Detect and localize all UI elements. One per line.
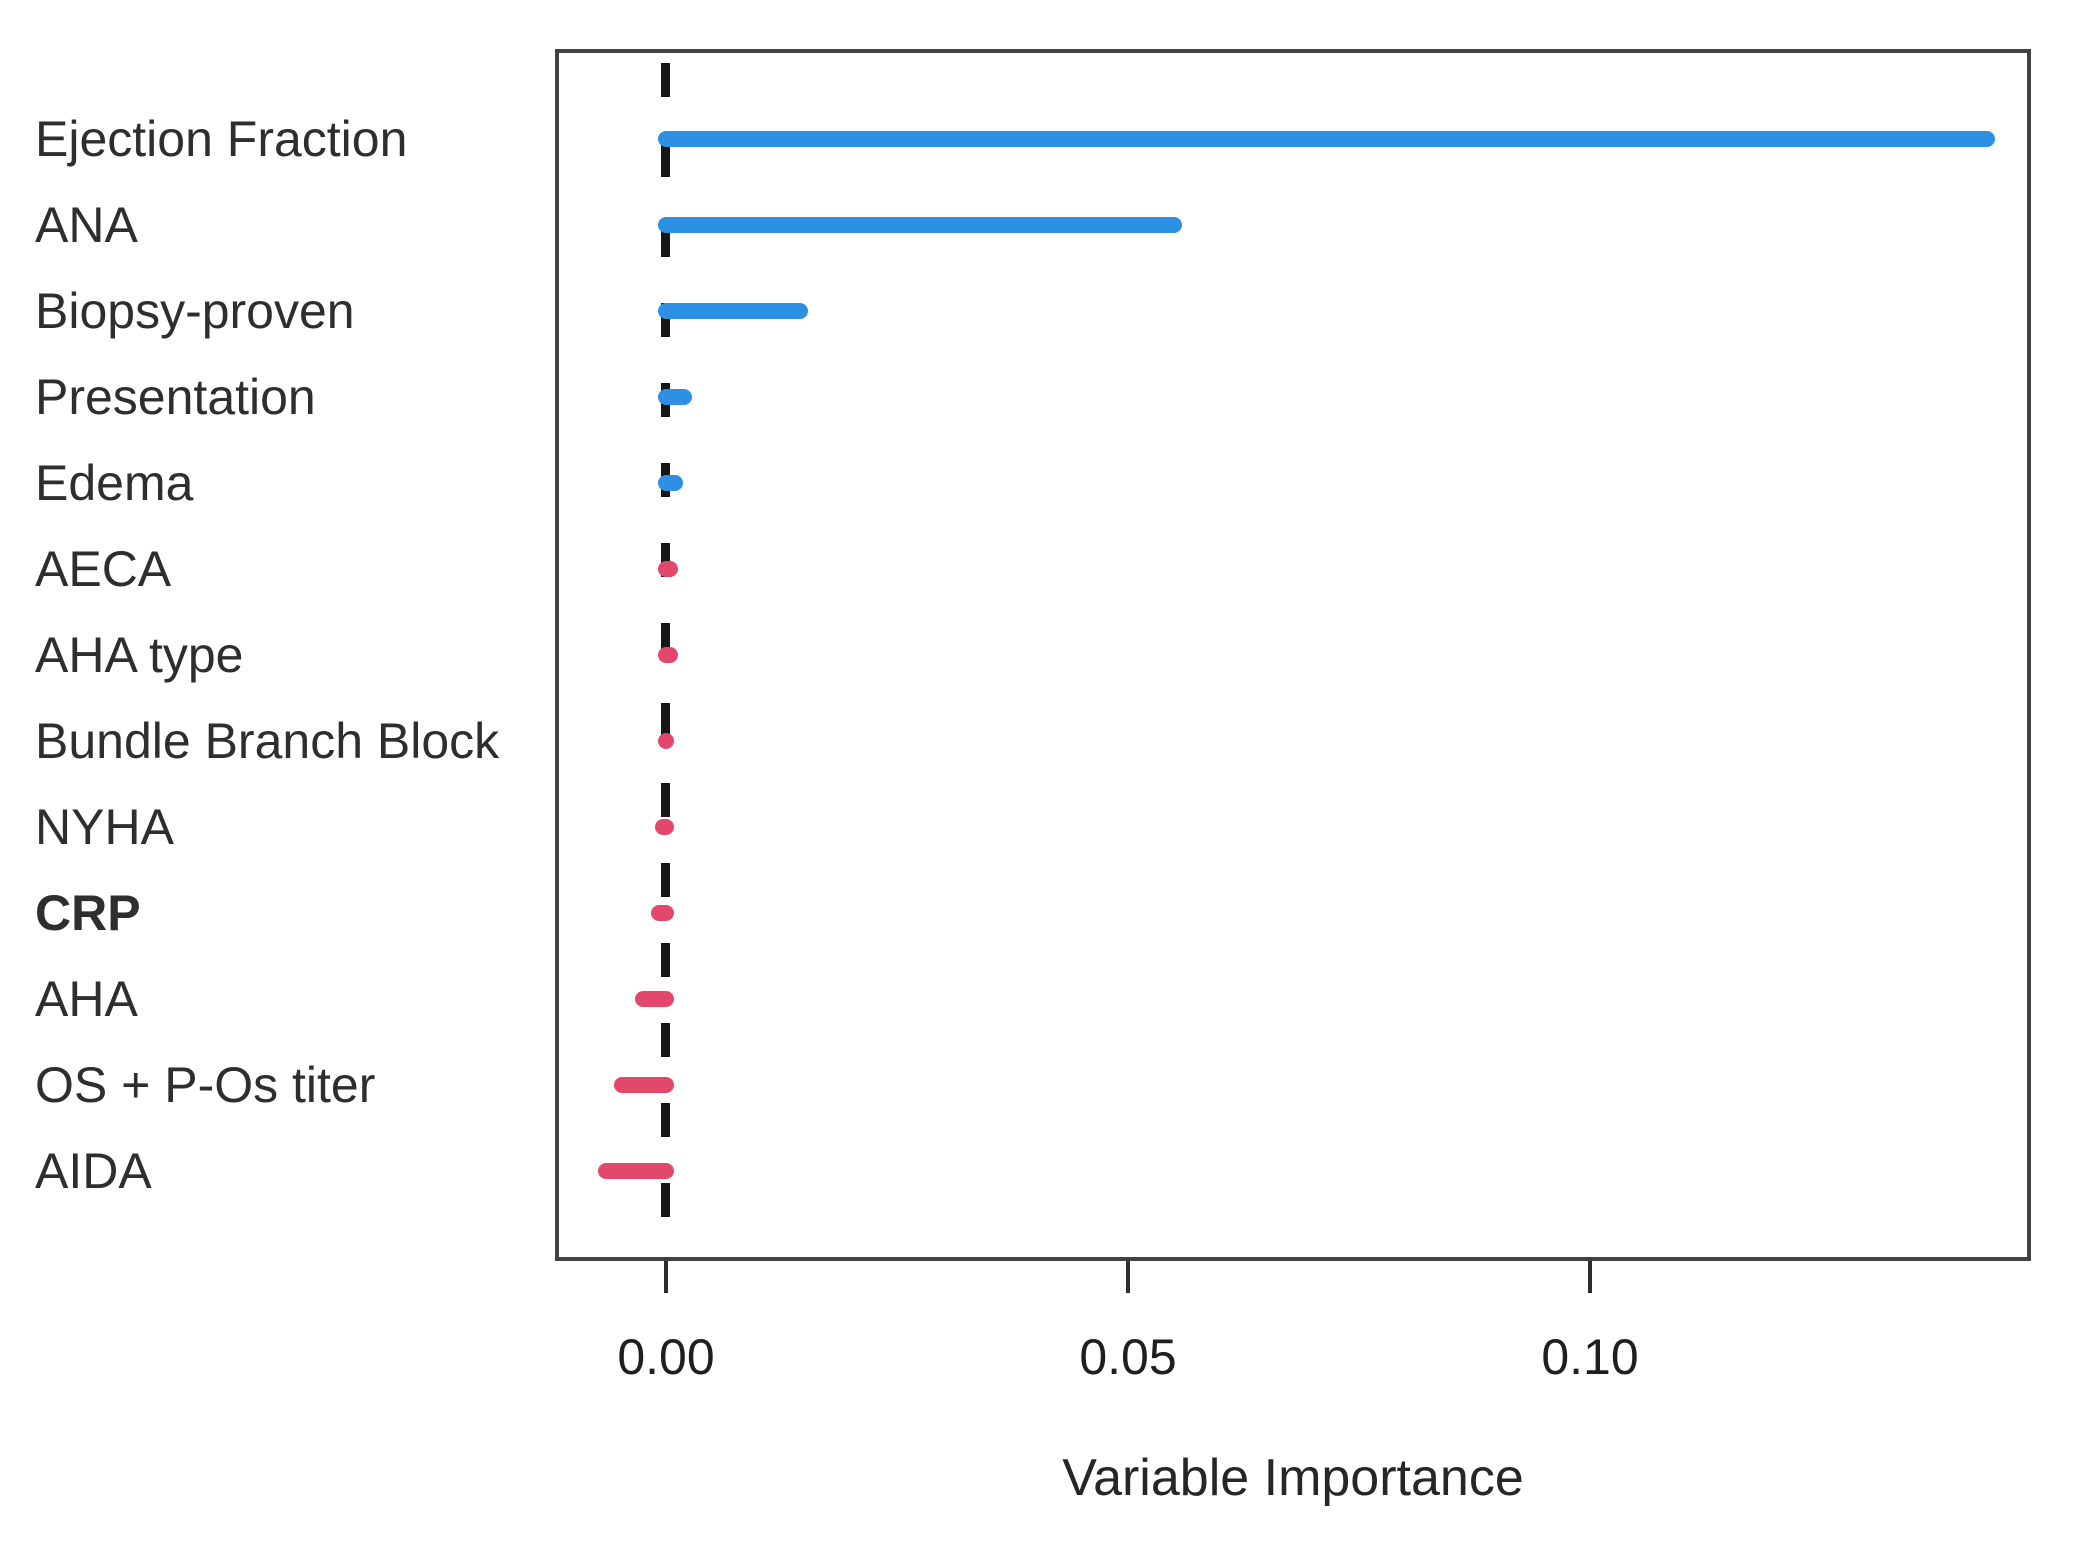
- category-label: Bundle Branch Block: [35, 713, 500, 769]
- importance-bar: [597, 1163, 674, 1179]
- importance-bar: [658, 131, 1996, 147]
- importance-bar: [658, 303, 808, 319]
- category-label: AHA type: [35, 627, 244, 683]
- category-label: AIDA: [35, 1143, 152, 1199]
- x-axis-tick-label: 0.05: [1079, 1329, 1177, 1385]
- importance-bar: [655, 819, 674, 835]
- importance-bar: [634, 991, 674, 1007]
- category-label: AECA: [35, 541, 172, 597]
- x-axis-title: Variable Importance: [1062, 1449, 1524, 1507]
- x-axis-tick: [1126, 1261, 1130, 1293]
- importance-bar: [658, 733, 674, 749]
- importance-bar: [650, 905, 674, 921]
- category-label: AHA: [35, 971, 138, 1027]
- importance-bar: [658, 389, 693, 405]
- x-axis-tick-label: 0.00: [617, 1329, 715, 1385]
- plot-area: [555, 49, 2031, 1261]
- x-axis-tick: [1588, 1261, 1592, 1293]
- category-label: CRP: [35, 885, 141, 941]
- importance-bar: [658, 475, 684, 491]
- category-label: OS + P-Os titer: [35, 1057, 376, 1113]
- x-axis-tick-label: 0.10: [1541, 1329, 1639, 1385]
- category-label: Edema: [35, 455, 194, 511]
- x-axis-tick-labels: 0.00 0.05 0.10: [555, 1328, 2031, 1388]
- category-label: Biopsy-proven: [35, 283, 355, 339]
- category-label: ANA: [35, 197, 138, 253]
- importance-bar: [658, 561, 678, 577]
- x-axis-tick: [664, 1261, 668, 1293]
- importance-bar: [658, 217, 1183, 233]
- category-label: NYHA: [35, 799, 174, 855]
- importance-bar: [613, 1077, 674, 1093]
- category-label: Ejection Fraction: [35, 111, 408, 167]
- importance-bar: [658, 647, 678, 663]
- x-axis-ticks: [555, 1261, 2031, 1301]
- category-label: Presentation: [35, 369, 316, 425]
